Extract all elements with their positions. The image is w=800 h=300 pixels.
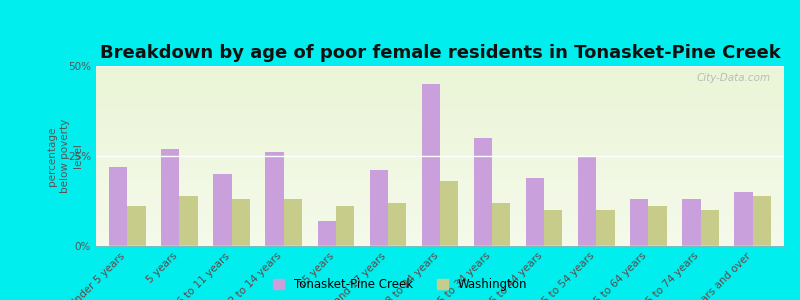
Bar [753, 196, 771, 246]
Bar [388, 203, 406, 246]
Bar [109, 167, 127, 246]
Bar [630, 199, 649, 246]
Bar [179, 196, 198, 246]
Bar [318, 221, 336, 246]
Bar [422, 84, 440, 246]
Text: City-Data.com: City-Data.com [696, 73, 770, 83]
Title: Breakdown by age of poor female residents in Tonasket-Pine Creek: Breakdown by age of poor female resident… [100, 44, 780, 62]
Bar [544, 210, 562, 246]
Bar [370, 170, 388, 246]
Bar [578, 156, 596, 246]
Bar [682, 199, 701, 246]
Bar [127, 206, 146, 246]
Bar [474, 138, 492, 246]
Bar [701, 210, 719, 246]
Bar [266, 152, 284, 246]
Bar [284, 199, 302, 246]
Bar [161, 149, 179, 246]
Y-axis label: percentage
below poverty
level: percentage below poverty level [47, 119, 83, 193]
Bar [526, 178, 544, 246]
Legend: Tonasket-Pine Creek, Washington: Tonasket-Pine Creek, Washington [273, 278, 527, 291]
Bar [214, 174, 231, 246]
Bar [440, 181, 458, 246]
Bar [336, 206, 354, 246]
Bar [492, 203, 510, 246]
Bar [649, 206, 666, 246]
Bar [231, 199, 250, 246]
Bar [596, 210, 614, 246]
Bar [734, 192, 753, 246]
